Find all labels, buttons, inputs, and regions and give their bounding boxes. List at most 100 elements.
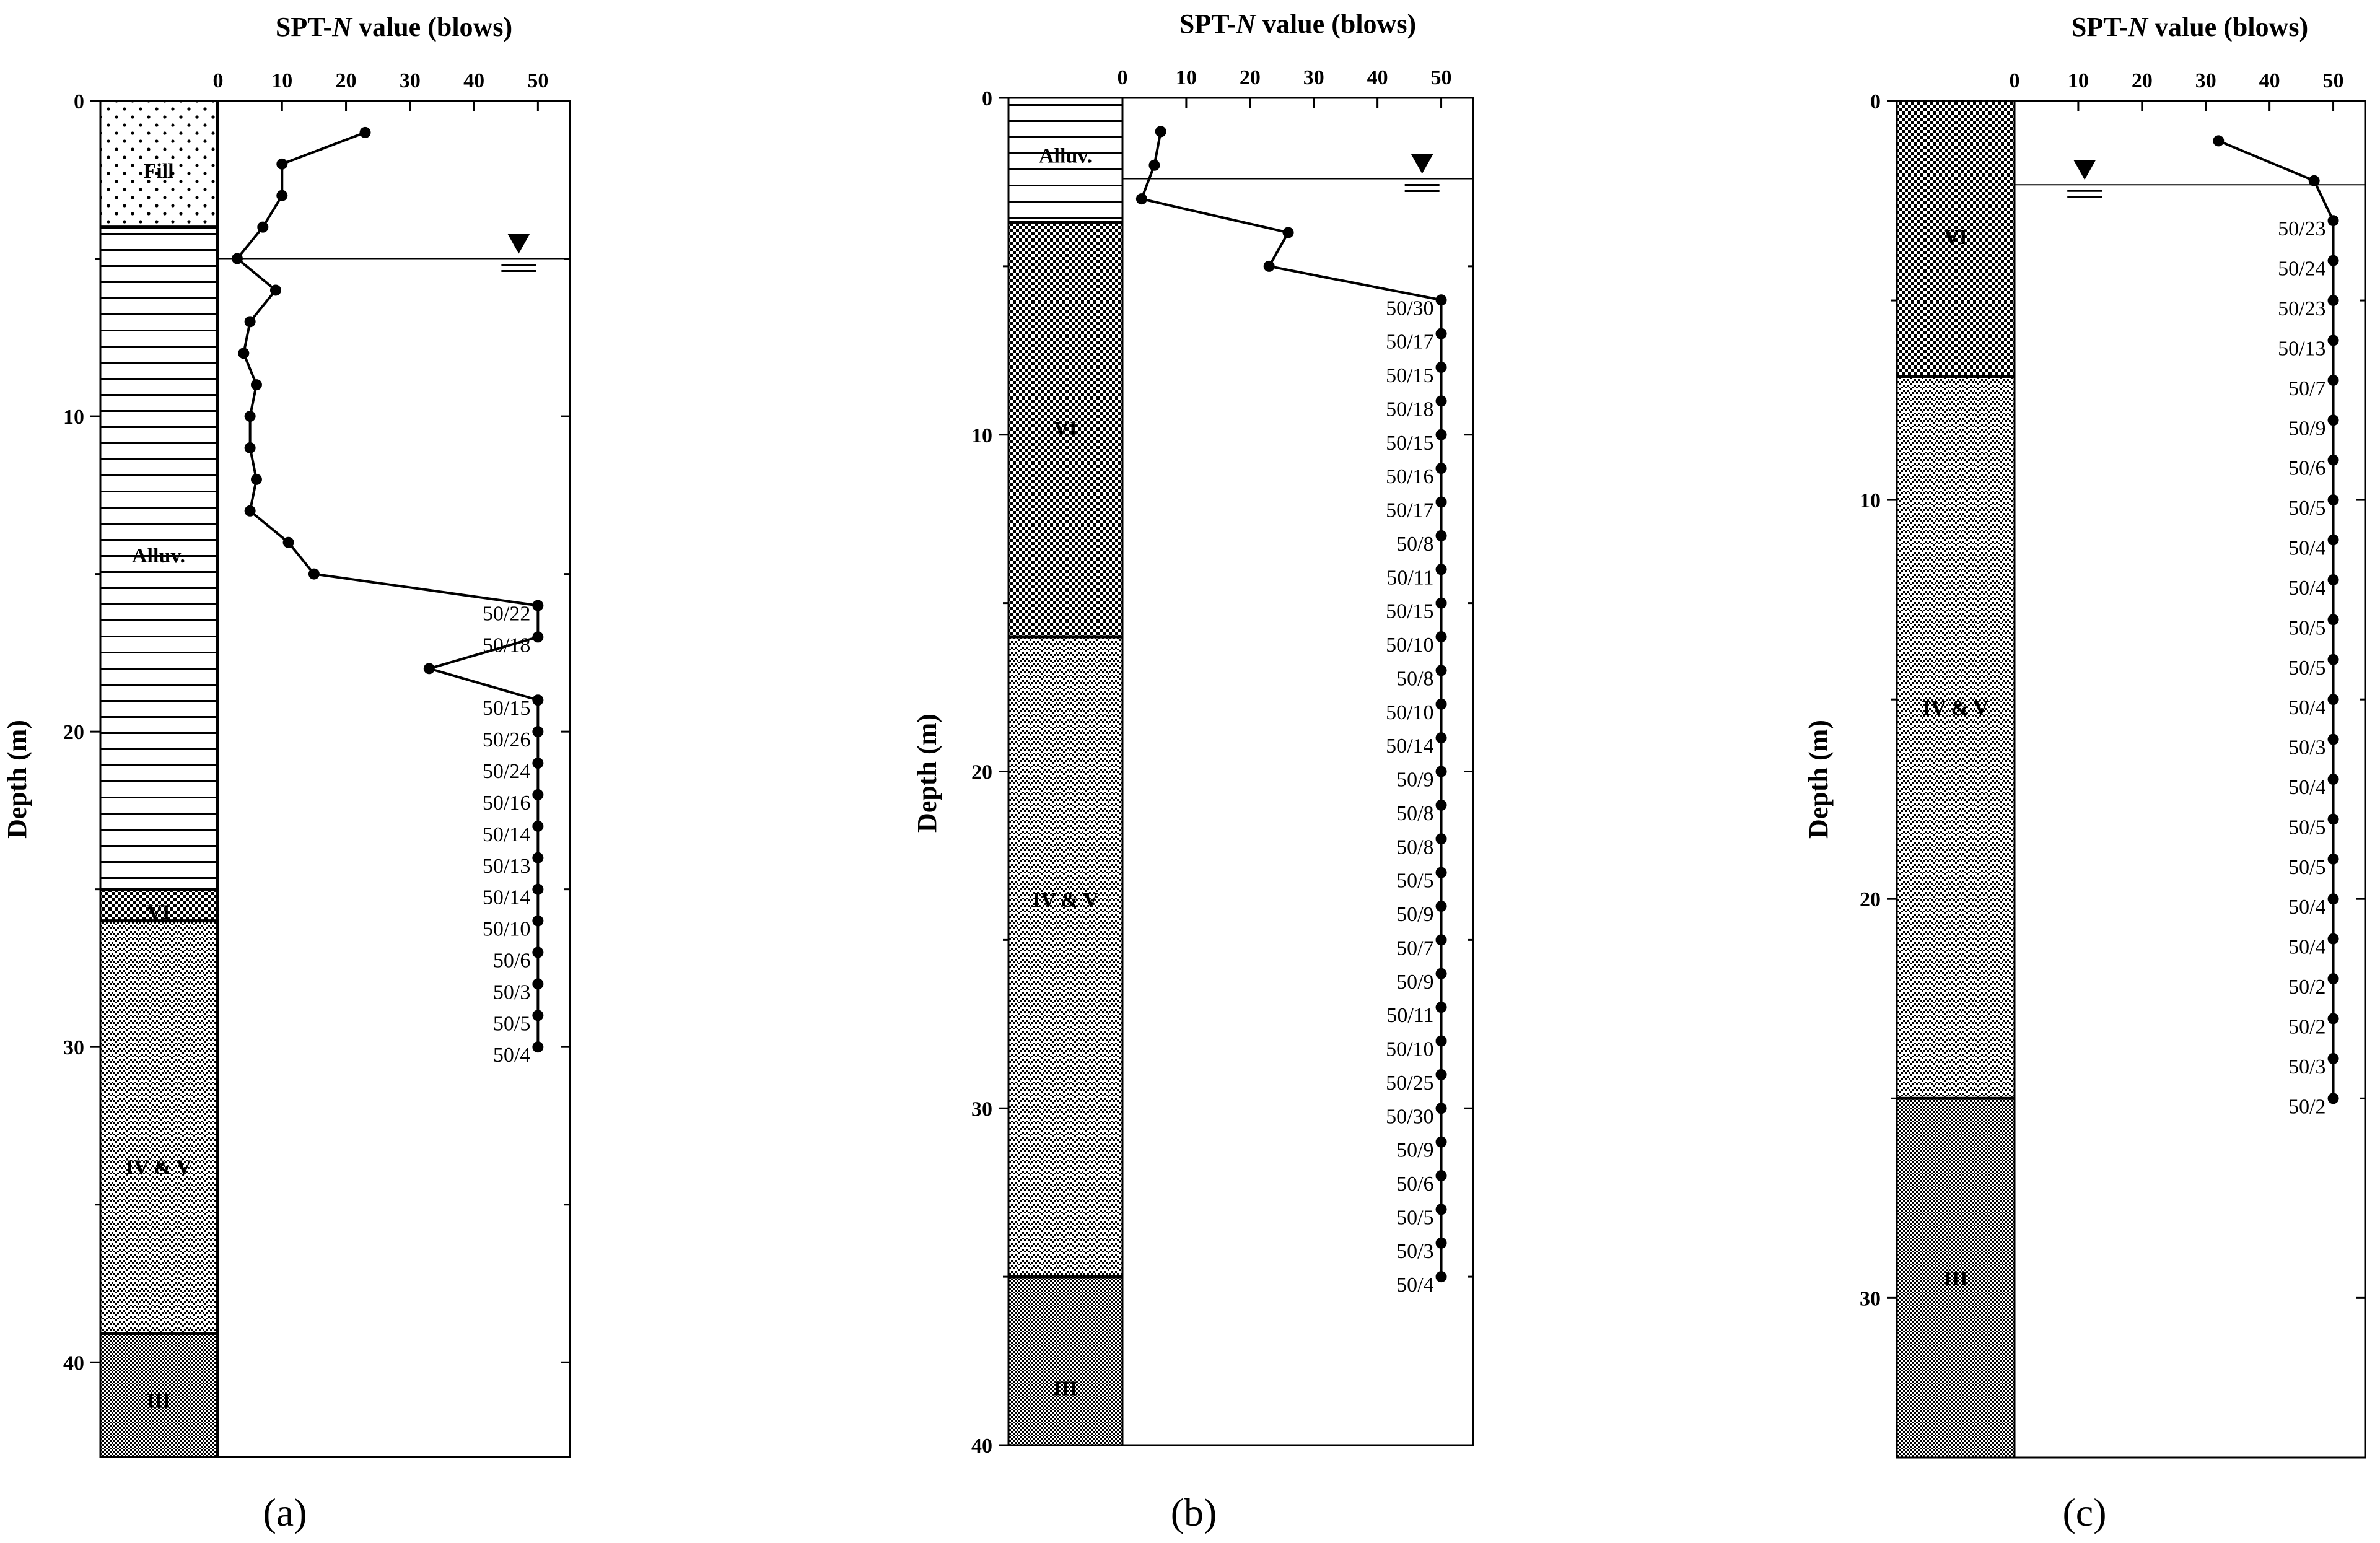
y-tick-label: 40: [971, 1435, 992, 1458]
x-axis-title-italic: N: [2127, 12, 2149, 42]
spt-refusal-label: 50/23: [2278, 297, 2325, 320]
spt-refusal-label: 50/5: [1396, 870, 1433, 893]
layer-label: VI: [1944, 226, 1967, 249]
spt-refusal-label: 50/15: [483, 697, 530, 720]
x-axis-title-suffix: value (blows): [352, 12, 512, 42]
spt-refusal-label: 50/25: [1386, 1072, 1433, 1095]
x-axis-title-suffix: value (blows): [2148, 12, 2308, 42]
x-axis-title-prefix: SPT-: [1179, 9, 1236, 39]
spt-refusal-label: 50/8: [1396, 667, 1433, 690]
spt-data-point: [2327, 454, 2339, 466]
spt-data-point: [1135, 193, 1147, 205]
spt-data-point: [1435, 362, 1447, 373]
x-axis-title-suffix: value (blows): [1256, 9, 1416, 39]
spt-data-point: [250, 473, 262, 485]
spt-data-point: [308, 568, 320, 580]
spt-data-point: [1435, 934, 1447, 946]
spt-refusal-label: 50/10: [1386, 1038, 1433, 1061]
spt-data-point: [1263, 260, 1275, 272]
spt-data-point: [244, 411, 256, 422]
layer-iii-block: [1007, 1275, 1124, 1446]
plot-frame: [217, 100, 571, 1458]
water-table-triangle-icon: [507, 234, 530, 254]
spt-refusal-label: 50/4: [1396, 1274, 1433, 1296]
spt-refusal-label: 50/18: [1386, 398, 1433, 421]
spt-data-point: [1435, 799, 1447, 811]
spt-data-point: [2327, 494, 2339, 506]
spt-refusal-label: 50/9: [1396, 1139, 1433, 1162]
x-tick-label: 20: [336, 69, 357, 92]
spt-refusal-label: 50/5: [2288, 856, 2325, 879]
y-tick-label: 0: [74, 90, 84, 113]
spt-refusal-label: 50/15: [1386, 364, 1433, 387]
spt-data-point: [2327, 733, 2339, 745]
spt-data-point: [1435, 395, 1447, 407]
spt-refusal-label: 50/3: [2288, 1056, 2325, 1078]
spt-data-point: [1435, 1271, 1447, 1283]
spt-data-point: [2327, 614, 2339, 626]
spt-data-point: [1282, 227, 1294, 238]
spt-data-point: [532, 978, 544, 990]
spt-refusal-label: 50/11: [1386, 1004, 1433, 1027]
spt-data-point: [257, 221, 269, 233]
spt-data-point: [1435, 429, 1447, 440]
plot-frame: [2013, 100, 2366, 1459]
spt-refusal-label: 50/30: [1386, 1105, 1433, 1128]
layer-vi-block: [1896, 100, 2016, 377]
x-tick-label: 10: [271, 69, 292, 92]
spt-refusal-label: 50/3: [493, 981, 530, 1003]
x-axis-title-italic: N: [1235, 9, 1257, 39]
spt-refusal-label: 50/6: [1396, 1173, 1433, 1195]
y-tick-label: 30: [63, 1036, 84, 1059]
spt-data-point: [2327, 694, 2339, 706]
spt-refusal-label: 50/6: [2288, 457, 2325, 480]
spt-data-point: [1435, 1069, 1447, 1080]
spt-data-point: [2327, 374, 2339, 386]
spt-data-point: [1435, 732, 1447, 744]
spt-refusal-label: 50/15: [1386, 432, 1433, 455]
spt-data-point: [2327, 574, 2339, 585]
spt-refusal-label: 50/8: [1396, 533, 1433, 556]
spt-refusal-label: 50/22: [483, 603, 530, 626]
water-table-triangle-icon: [1411, 154, 1433, 174]
panel-label: (b): [1171, 1490, 1217, 1534]
spt-refusal-label: 50/18: [483, 634, 530, 657]
spt-refusal-label: 50/10: [483, 918, 530, 941]
spt-refusal-label: 50/4: [493, 1044, 530, 1067]
layer-dots-block: [99, 100, 218, 229]
spt-data-point: [269, 284, 281, 296]
spt-data-point: [1435, 968, 1447, 979]
x-tick-label: 40: [1367, 66, 1388, 89]
spt-data-point: [2327, 1052, 2339, 1064]
layer-label: IV & V: [1033, 889, 1099, 912]
y-tick-label: 40: [63, 1352, 84, 1375]
spt-refusal-label: 50/16: [483, 792, 530, 815]
layer-label: III: [1943, 1267, 1968, 1290]
spt-refusal-label: 50/4: [2288, 537, 2325, 560]
spt-refusal-label: 50/24: [483, 760, 530, 783]
spt-refusal-label: 50/7: [1396, 937, 1433, 959]
spt-data-point: [532, 758, 544, 769]
spt-data-point: [1435, 328, 1447, 339]
spt-data-point: [244, 505, 256, 517]
spt-data-point: [276, 190, 288, 201]
layer-label: Alluv.: [132, 544, 185, 567]
spt-refusal-label: 50/8: [1396, 802, 1433, 825]
spt-data-point: [1435, 1103, 1447, 1114]
x-axis-title-italic: N: [331, 12, 353, 42]
y-tick-label: 10: [63, 406, 84, 429]
spt-data-point: [1435, 1002, 1447, 1013]
spt-refusal-label: 50/9: [1396, 769, 1433, 792]
spt-refusal-label: 50/5: [493, 1012, 530, 1035]
layer-ivv-block: [1007, 636, 1124, 1278]
spt-refusal-label: 50/6: [493, 949, 530, 972]
spt-data-point: [1435, 1204, 1447, 1215]
layer-label: Fill: [143, 160, 173, 183]
spt-data-point: [244, 316, 256, 328]
spt-data-point: [532, 600, 544, 611]
spt-data-point: [1435, 1136, 1447, 1148]
spt-data-point: [2327, 1093, 2339, 1104]
y-tick-label: 30: [1860, 1287, 1881, 1310]
spt-data-point: [359, 126, 371, 138]
